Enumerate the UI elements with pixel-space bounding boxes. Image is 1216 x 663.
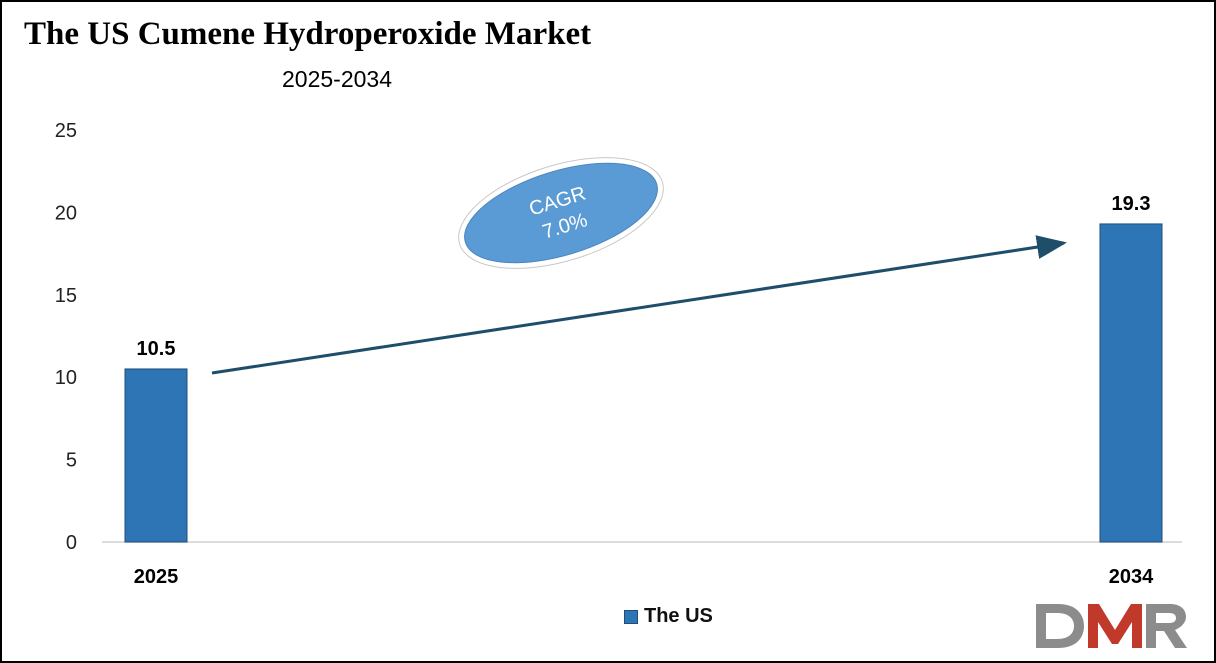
cagr-badge: CAGR 7.0%: [458, 157, 664, 269]
y-tick-label: 20: [55, 202, 77, 224]
y-tick-label: 15: [55, 285, 77, 307]
chart-subtitle: 2025-2034: [282, 66, 392, 92]
bar-2034: [1099, 223, 1163, 543]
dmr-logo: [1036, 604, 1187, 648]
y-tick-label: 0: [66, 532, 77, 554]
legend: The US: [624, 605, 713, 628]
legend-label: The US: [644, 605, 713, 627]
bar-2025: [124, 368, 188, 543]
y-tick-label: 5: [66, 450, 77, 472]
x-tick-label-2034: 2034: [1109, 566, 1154, 588]
chart-title: The US Cumene Hydroperoxide Market: [24, 16, 592, 52]
y-axis: 0 5 10 15 20 25: [55, 120, 77, 554]
legend-swatch: [624, 609, 638, 624]
data-label-2034: 19.3: [1112, 193, 1151, 215]
y-tick-label: 25: [55, 120, 77, 142]
x-tick-label-2025: 2025: [134, 566, 179, 588]
data-label-2025: 10.5: [137, 338, 176, 360]
y-tick-label: 10: [55, 367, 77, 389]
bars-group: 10.5 2025 19.3 2034: [124, 193, 1163, 588]
growth-arrow: [211, 235, 1067, 375]
